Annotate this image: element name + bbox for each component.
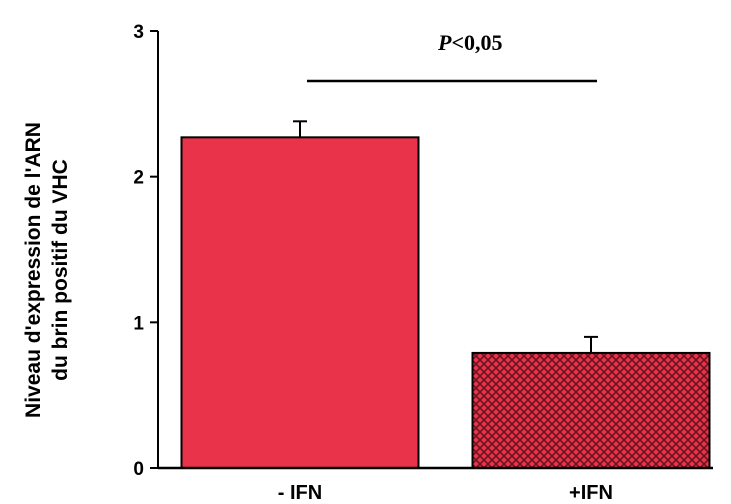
x-category-label: +IFN [569,482,613,504]
x-category-label: - IFN [278,482,322,504]
y-tick-label: 0 [133,459,144,480]
p-value-threshold: <0,05 [451,30,502,55]
significance-annotation: P<0,05 [307,30,597,83]
y-axis: 0 1 2 3 [133,22,159,480]
bar-minus-ifn [180,136,420,469]
y-axis-label: Niveau d'expression de l'ARN du brin pos… [22,122,72,418]
y-axis-label-line-2: du brin positif du VHC [49,159,72,381]
y-tick-label: 2 [133,168,144,189]
p-value-label: P<0,05 [437,30,503,55]
bar-plus-ifn [471,351,711,470]
x-axis: - IFN +IFN [158,466,713,504]
y-tick-label: 1 [133,313,144,334]
y-tick-label: 3 [133,22,144,43]
p-value-symbol: P [437,30,452,55]
bars-group [180,120,711,470]
y-axis-label-line-1: Niveau d'expression de l'ARN [22,122,45,418]
